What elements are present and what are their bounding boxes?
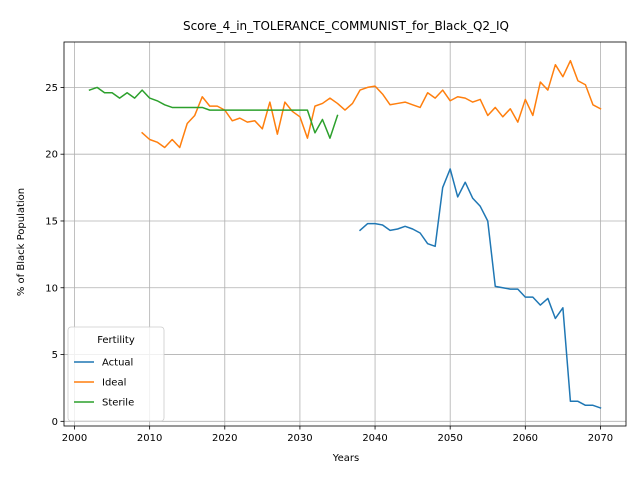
legend-label-ideal: Ideal xyxy=(102,378,126,389)
x-tick-label: 2070 xyxy=(588,433,613,444)
legend-box xyxy=(67,326,165,422)
y-tick-label: 15 xyxy=(45,216,58,227)
x-tick-label: 2000 xyxy=(62,433,87,444)
x-tick-label: 2030 xyxy=(287,433,312,444)
plot-frame xyxy=(63,41,627,427)
x-tick-label: 2040 xyxy=(362,433,387,444)
x-tick-label: 2060 xyxy=(513,433,538,444)
y-axis: 0 5 10 15 20 25 xyxy=(45,83,64,428)
y-tick-label: 10 xyxy=(45,283,58,294)
series-layer xyxy=(88,59,602,409)
series-line-actual xyxy=(358,168,602,409)
y-tick-label: 25 xyxy=(45,83,58,94)
legend-label-sterile: Sterile xyxy=(102,398,134,409)
legend-title: Fertility xyxy=(97,335,135,346)
chart-title: Score_4_in_TOLERANCE_COMMUNIST_for_Black… xyxy=(183,19,509,33)
y-tick-label: 0 xyxy=(52,417,58,428)
legend-label-actual: Actual xyxy=(102,358,133,369)
y-tick-label: 20 xyxy=(45,150,58,161)
y-tick-label: 5 xyxy=(52,350,58,361)
series-line-sterile xyxy=(88,86,339,139)
y-axis-label: % of Black Population xyxy=(16,188,27,296)
x-tick-label: 2020 xyxy=(212,433,237,444)
series-line-ideal xyxy=(141,59,602,149)
x-tick-label: 2010 xyxy=(137,433,162,444)
x-axis: 2000 2010 2020 2030 2040 2050 2060 2070 xyxy=(62,426,613,444)
x-tick-label: 2050 xyxy=(437,433,462,444)
x-axis-label: Years xyxy=(332,453,359,464)
legend: Fertility Actual Ideal Sterile xyxy=(67,326,165,422)
